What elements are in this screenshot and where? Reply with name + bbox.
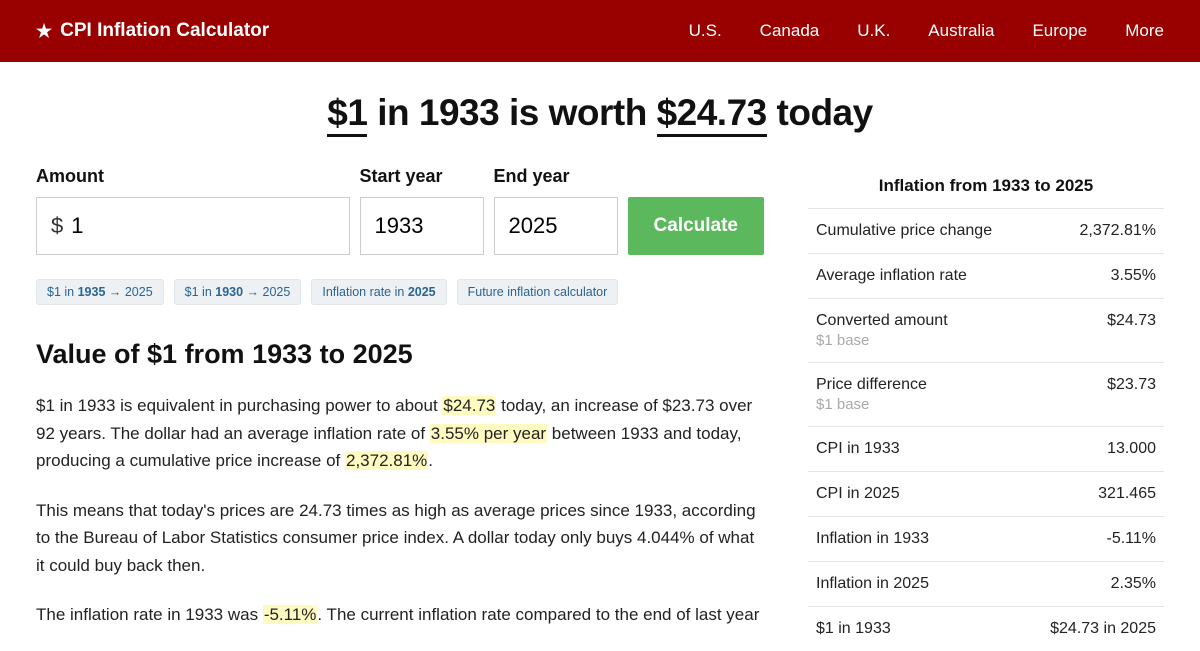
stat-label: $1 in 1933 bbox=[816, 620, 891, 638]
main: $1 in 1933 is worth $24.73 today Amount … bbox=[0, 62, 1200, 651]
sidebar-title: Inflation from 1933 to 2025 bbox=[808, 166, 1164, 208]
nav-item[interactable]: Australia bbox=[928, 21, 994, 41]
stat-value: 2,372.81% bbox=[1079, 222, 1156, 240]
chip[interactable]: Inflation rate in 2025 bbox=[311, 279, 446, 305]
section-heading: Value of $1 from 1933 to 2025 bbox=[36, 339, 764, 370]
stat-row: Inflation in 2025 2.35% bbox=[808, 561, 1164, 606]
stat-label: Price difference bbox=[816, 376, 927, 394]
amount-input-wrap[interactable]: $ bbox=[36, 197, 350, 255]
paragraph-2: This means that today's prices are 24.73… bbox=[36, 497, 764, 580]
chip[interactable]: $1 in 1930 → 2025 bbox=[174, 279, 302, 305]
amount-input[interactable] bbox=[71, 213, 334, 239]
stat-label: Inflation in 1933 bbox=[816, 530, 929, 548]
stat-row: Inflation in 1933 -5.11% bbox=[808, 516, 1164, 561]
stat-label: Cumulative price change bbox=[816, 222, 992, 240]
stat-row: Converted amount $1 base $24.73 bbox=[808, 298, 1164, 362]
chip[interactable]: Future inflation calculator bbox=[457, 279, 619, 305]
stat-value: $24.73 in 2025 bbox=[1050, 620, 1156, 638]
stat-row: Cumulative price change 2,372.81% bbox=[808, 208, 1164, 253]
related-chips: $1 in 1935 → 2025 $1 in 1930 → 2025 Inflat… bbox=[36, 279, 764, 305]
headline-amount: $1 bbox=[327, 92, 367, 137]
calculate-button[interactable]: Calculate bbox=[628, 197, 764, 255]
sidebar: Inflation from 1933 to 2025 Cumulative p… bbox=[808, 166, 1164, 651]
paragraph-3: The inflation rate in 1933 was -5.11%. T… bbox=[36, 601, 764, 629]
stat-row: Average inflation rate 3.55% bbox=[808, 253, 1164, 298]
brand[interactable]: ★ CPI Inflation Calculator bbox=[36, 20, 269, 42]
left-column: Amount $ Start year End year bbox=[36, 166, 764, 651]
brand-text: CPI Inflation Calculator bbox=[60, 20, 269, 42]
page-title: $1 in 1933 is worth $24.73 today bbox=[36, 92, 1164, 134]
stat-label: CPI in 1933 bbox=[816, 440, 900, 458]
stat-value: 3.55% bbox=[1111, 267, 1156, 285]
nav: U.S. Canada U.K. Australia Europe More bbox=[689, 21, 1164, 41]
chip[interactable]: $1 in 1935 → 2025 bbox=[36, 279, 164, 305]
stat-value: -5.11% bbox=[1106, 530, 1156, 548]
nav-item[interactable]: More bbox=[1125, 21, 1164, 41]
highlight: $24.73 bbox=[442, 396, 496, 415]
nav-item[interactable]: U.S. bbox=[689, 21, 722, 41]
stat-row: CPI in 2025 321.465 bbox=[808, 471, 1164, 516]
stat-row: Price difference $1 base $23.73 bbox=[808, 362, 1164, 426]
stat-label: Inflation in 2025 bbox=[816, 575, 929, 593]
stat-row: $1 in 1933 $24.73 in 2025 bbox=[808, 606, 1164, 651]
highlight: -5.11% bbox=[263, 605, 318, 624]
currency-prefix: $ bbox=[51, 213, 63, 239]
stat-sublabel: $1 base bbox=[816, 396, 927, 413]
amount-label: Amount bbox=[36, 166, 350, 187]
stat-value: $24.73 bbox=[1107, 312, 1156, 349]
headline-result: $24.73 bbox=[657, 92, 767, 137]
start-year-input[interactable] bbox=[375, 213, 469, 239]
stats-table: Cumulative price change 2,372.81% Average … bbox=[808, 208, 1164, 651]
stat-value: 13.000 bbox=[1107, 440, 1156, 458]
nav-item[interactable]: U.K. bbox=[857, 21, 890, 41]
header: ★ CPI Inflation Calculator U.S. Canada U.K… bbox=[0, 0, 1200, 62]
end-year-input-wrap[interactable] bbox=[494, 197, 618, 255]
stat-label: Converted amount bbox=[816, 312, 948, 330]
stat-sublabel: $1 base bbox=[816, 332, 948, 349]
stat-label: CPI in 2025 bbox=[816, 485, 900, 503]
highlight: 2,372.81% bbox=[345, 451, 428, 470]
nav-item[interactable]: Europe bbox=[1032, 21, 1087, 41]
calculator-form: Amount $ Start year End year bbox=[36, 166, 764, 255]
stat-value: 2.35% bbox=[1111, 575, 1156, 593]
start-year-label: Start year bbox=[360, 166, 484, 187]
stat-label: Average inflation rate bbox=[816, 267, 967, 285]
end-year-input[interactable] bbox=[509, 213, 603, 239]
highlight: 3.55% per year bbox=[430, 424, 547, 443]
end-year-label: End year bbox=[494, 166, 618, 187]
paragraph-1: $1 in 1933 is equivalent in purchasing p… bbox=[36, 392, 764, 475]
stat-row: CPI in 1933 13.000 bbox=[808, 426, 1164, 471]
stat-value: 321.465 bbox=[1098, 485, 1156, 503]
star-icon: ★ bbox=[36, 21, 52, 42]
start-year-input-wrap[interactable] bbox=[360, 197, 484, 255]
nav-item[interactable]: Canada bbox=[760, 21, 820, 41]
stat-value: $23.73 bbox=[1107, 376, 1156, 413]
